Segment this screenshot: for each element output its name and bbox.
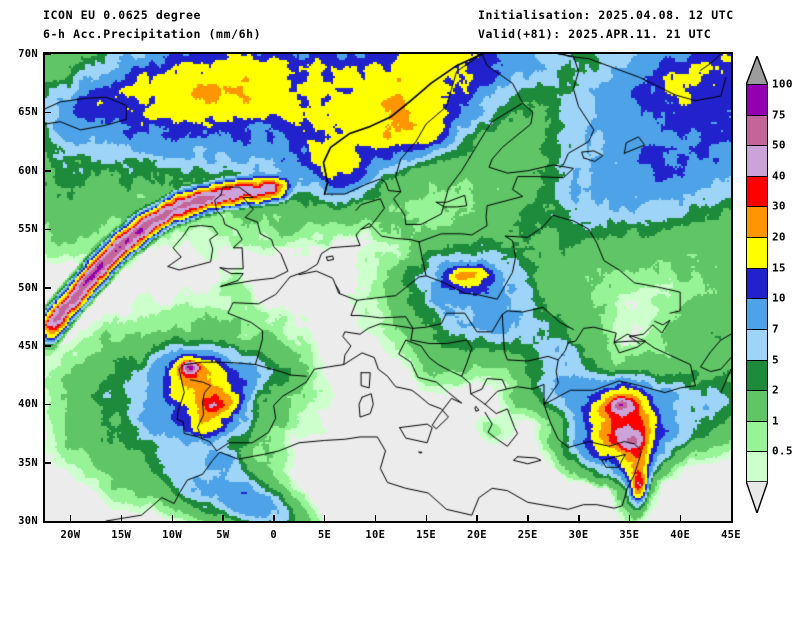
longitude-tick-mark: [374, 515, 377, 523]
latitude-tick-mark: [43, 228, 51, 231]
colorbar-tick-label: 7: [772, 322, 779, 336]
colorbar-tick-label: 0.5: [772, 444, 793, 458]
longitude-tick-mark: [273, 515, 275, 523]
longitude-tick-mark: [730, 515, 732, 523]
longitude-tick-mark: [628, 515, 631, 523]
latitude-tick-mark: [43, 111, 51, 114]
longitude-tick-mark: [323, 515, 326, 523]
longitude-tick-label: 40E: [670, 529, 691, 541]
colorbar-band: [746, 451, 768, 483]
longitude-tick-label: 0: [270, 529, 277, 541]
latitude-tick-label: 70N: [18, 48, 38, 60]
colorbar-band: [746, 267, 768, 299]
colorbar-tick-label: 5: [772, 353, 779, 367]
latitude-tick-mark: [43, 462, 51, 464]
colorbar-tick-label: 1: [772, 414, 779, 428]
model-title: ICON EU 0.0625 degree: [43, 8, 201, 22]
longitude-tick-label: 30E: [568, 529, 589, 541]
colorbar-band: [746, 84, 768, 116]
longitude-tick-label: 20W: [60, 529, 81, 541]
colorbar-band: [746, 359, 768, 391]
colorbar-band: [746, 390, 768, 422]
longitude-tick-mark: [171, 515, 174, 523]
colorbar-tick-label: 30: [772, 199, 786, 213]
colorbar-band: [746, 114, 768, 146]
map-plot-area: [43, 52, 733, 523]
longitude-tick-label: 10E: [365, 529, 386, 541]
field-title: 6-h Acc.Precipitation (mm/6h): [43, 27, 262, 41]
longitude-tick-label: 5E: [317, 529, 332, 541]
initialisation-label: Initialisation: 2025.04.08. 12 UTC: [478, 8, 734, 22]
colorbar: 100 75 50 40 30 20 15 10 7 5 2 1 0.5: [746, 78, 792, 483]
longitude-tick-label: 10W: [162, 529, 182, 541]
colorbar-band: [746, 145, 768, 177]
latitude-tick-mark: [43, 345, 51, 347]
colorbar-band: [746, 237, 768, 269]
latitude-tick-label: 50N: [18, 281, 38, 294]
precipitation-raster: [45, 54, 731, 521]
latitude-tick-mark: [43, 53, 51, 55]
longitude-tick-label: 15E: [416, 529, 437, 541]
longitude-tick-label: 35E: [619, 529, 640, 541]
longitude-tick-mark: [425, 515, 428, 523]
colorbar-band: [746, 328, 768, 361]
latitude-tick-label: 35N: [18, 456, 38, 469]
latitude-tick-label: 30N: [18, 515, 38, 527]
longitude-tick-mark: [679, 515, 682, 523]
colorbar-tick-label: 10: [772, 291, 786, 305]
latitude-tick-label: 40N: [18, 398, 38, 411]
longitude-tick-label: 15W: [111, 529, 132, 541]
longitude-tick-label: 5W: [216, 529, 230, 541]
longitude-tick-mark: [222, 515, 224, 523]
colorbar-band: [746, 206, 768, 238]
longitude-tick-label: 25E: [517, 529, 538, 541]
colorbar-tick-label: 20: [772, 230, 786, 244]
colorbar-tick-label: 50: [772, 138, 786, 152]
colorbar-tick-label: 75: [772, 108, 786, 122]
longitude-tick-label: 20E: [466, 529, 487, 541]
colorbar-tick-label: 15: [772, 261, 786, 275]
latitude-tick-label: 60N: [18, 164, 38, 177]
colorbar-tick-label: 40: [772, 169, 786, 183]
latitude-tick-label: 65N: [18, 106, 38, 119]
longitude-tick-mark: [578, 515, 580, 523]
latitude-tick-mark: [43, 287, 51, 289]
colorbar-over-arrow: [746, 56, 768, 85]
longitude-tick-mark: [527, 515, 529, 523]
colorbar-band: [746, 175, 768, 207]
colorbar-band: [746, 298, 768, 330]
colorbar-tick-label: 100: [772, 77, 793, 91]
longitude-tick-mark: [69, 515, 72, 523]
colorbar-under-arrow: [746, 481, 768, 513]
colorbar-tick-label: 2: [772, 383, 779, 397]
longitude-tick-mark: [476, 515, 478, 523]
longitude-tick-label: 45E: [721, 529, 741, 541]
latitude-tick-mark: [43, 403, 51, 406]
longitude-tick-mark: [120, 515, 123, 523]
latitude-tick-mark: [43, 170, 51, 172]
latitude-tick-label: 45N: [18, 339, 38, 352]
latitude-tick-mark: [43, 520, 51, 522]
colorbar-band: [746, 420, 768, 452]
latitude-tick-label: 55N: [18, 223, 38, 236]
valid-time-label: Valid(+81): 2025.APR.11. 21 UTC: [478, 27, 712, 41]
